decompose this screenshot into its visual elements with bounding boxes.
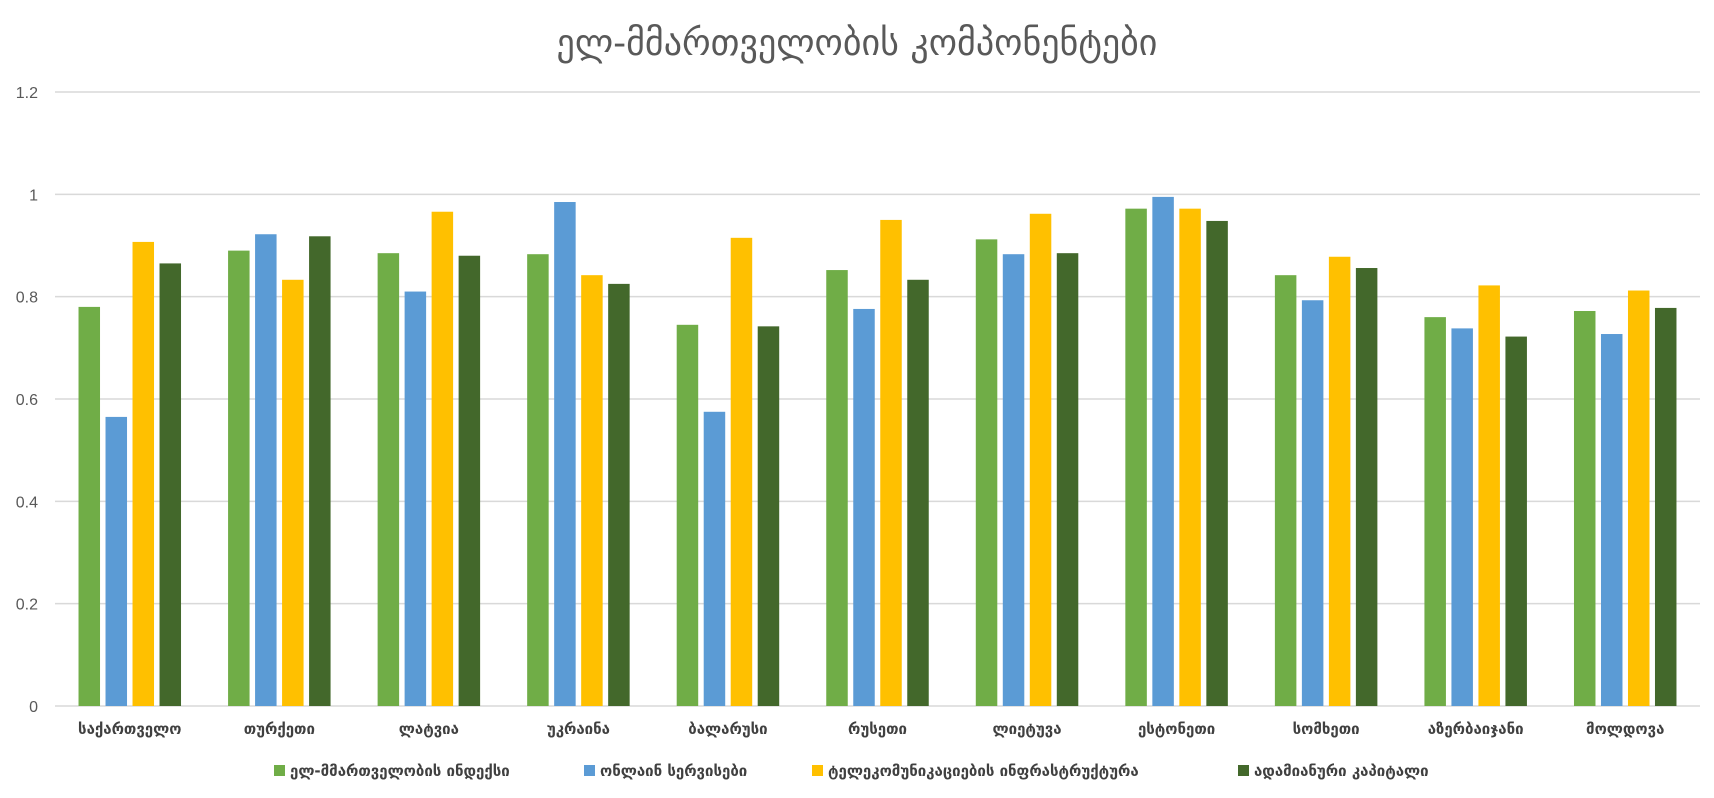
x-tick-label: ლიეტუვა (993, 720, 1062, 738)
legend-swatch (1238, 765, 1249, 776)
bars (78, 196, 1677, 707)
bar (826, 270, 848, 706)
x-tick-label: ბალარუსი (688, 720, 767, 738)
legend-label: ელ-მმართველობის ინდექსი (290, 762, 510, 780)
bar (730, 237, 753, 706)
legend: ელ-მმართველობის ინდექსი ონლაინ სერვისები ტ… (274, 762, 1429, 780)
bar (1056, 253, 1079, 707)
bar (1301, 300, 1324, 706)
bar (853, 308, 875, 706)
legend-swatch (812, 765, 823, 776)
bar (1627, 290, 1650, 706)
bar (255, 234, 277, 706)
x-axis-ticks: საქართველო თურქეთი ლატვია უკრაინა ბალარუსი რუ… (78, 720, 1664, 738)
y-tick-label: 0 (29, 699, 38, 716)
bar (228, 250, 250, 706)
bar (78, 306, 101, 706)
bar (608, 283, 630, 706)
bar (1355, 268, 1378, 706)
bar (1328, 256, 1351, 706)
x-tick-label: ესტონეთი (1138, 720, 1215, 738)
bar (581, 275, 603, 706)
bar (676, 324, 699, 706)
bar (1274, 275, 1297, 706)
chart-title: ელ-მმართველობის კომპონენტები (557, 23, 1158, 64)
bar (1125, 208, 1147, 706)
bar (527, 254, 549, 706)
y-tick-label: 1.2 (16, 85, 38, 102)
y-tick-label: 0.8 (16, 290, 38, 307)
bar (377, 253, 400, 707)
bar (282, 279, 304, 706)
y-tick-label: 0.2 (16, 597, 38, 614)
bar (554, 202, 576, 706)
legend-swatch (274, 765, 285, 776)
bar (404, 291, 427, 706)
x-tick-label: ლატვია (399, 720, 459, 738)
legend-label: ტელეკომუნიკაციების ინფრასტრუქტურა (828, 762, 1139, 780)
bar (309, 236, 331, 707)
bar (1505, 336, 1527, 706)
bar (703, 411, 726, 706)
bar (1451, 328, 1473, 706)
bar (1179, 208, 1201, 706)
bar (458, 255, 481, 706)
x-tick-label: მოლდოვა (1586, 720, 1664, 738)
bar (880, 219, 902, 706)
bar (1029, 213, 1052, 706)
x-tick-label: აზერბაიჯანი (1428, 720, 1524, 738)
y-tick-label: 0.4 (16, 494, 38, 511)
bar (907, 279, 929, 706)
bar (105, 416, 128, 706)
bar (1478, 285, 1500, 706)
bar (1424, 317, 1446, 706)
bar (1206, 220, 1228, 706)
x-tick-label: სომხეთი (1293, 720, 1360, 738)
y-tick-label: 1 (29, 187, 38, 204)
x-tick-label: თურქეთი (244, 720, 315, 738)
bar (132, 241, 155, 706)
bar (757, 326, 780, 706)
x-tick-label: საქართველო (78, 720, 181, 738)
bar (431, 211, 454, 707)
bar (1573, 310, 1596, 706)
bar (975, 239, 998, 707)
y-axis-ticks: 0 0.2 0.4 0.6 0.8 1 1.2 (16, 85, 38, 716)
x-tick-label: უკრაინა (547, 720, 610, 738)
legend-swatch (584, 765, 595, 776)
bar (1002, 254, 1025, 706)
legend-label: ონლაინ სერვისები (600, 762, 747, 780)
bar (1654, 307, 1677, 706)
legend-label: ადამიანური კაპიტალი (1254, 762, 1429, 780)
bar (159, 263, 182, 706)
bar (1152, 196, 1174, 706)
x-tick-label: რუსეთი (848, 720, 907, 738)
y-tick-label: 0.6 (16, 392, 38, 409)
bar (1600, 334, 1623, 706)
